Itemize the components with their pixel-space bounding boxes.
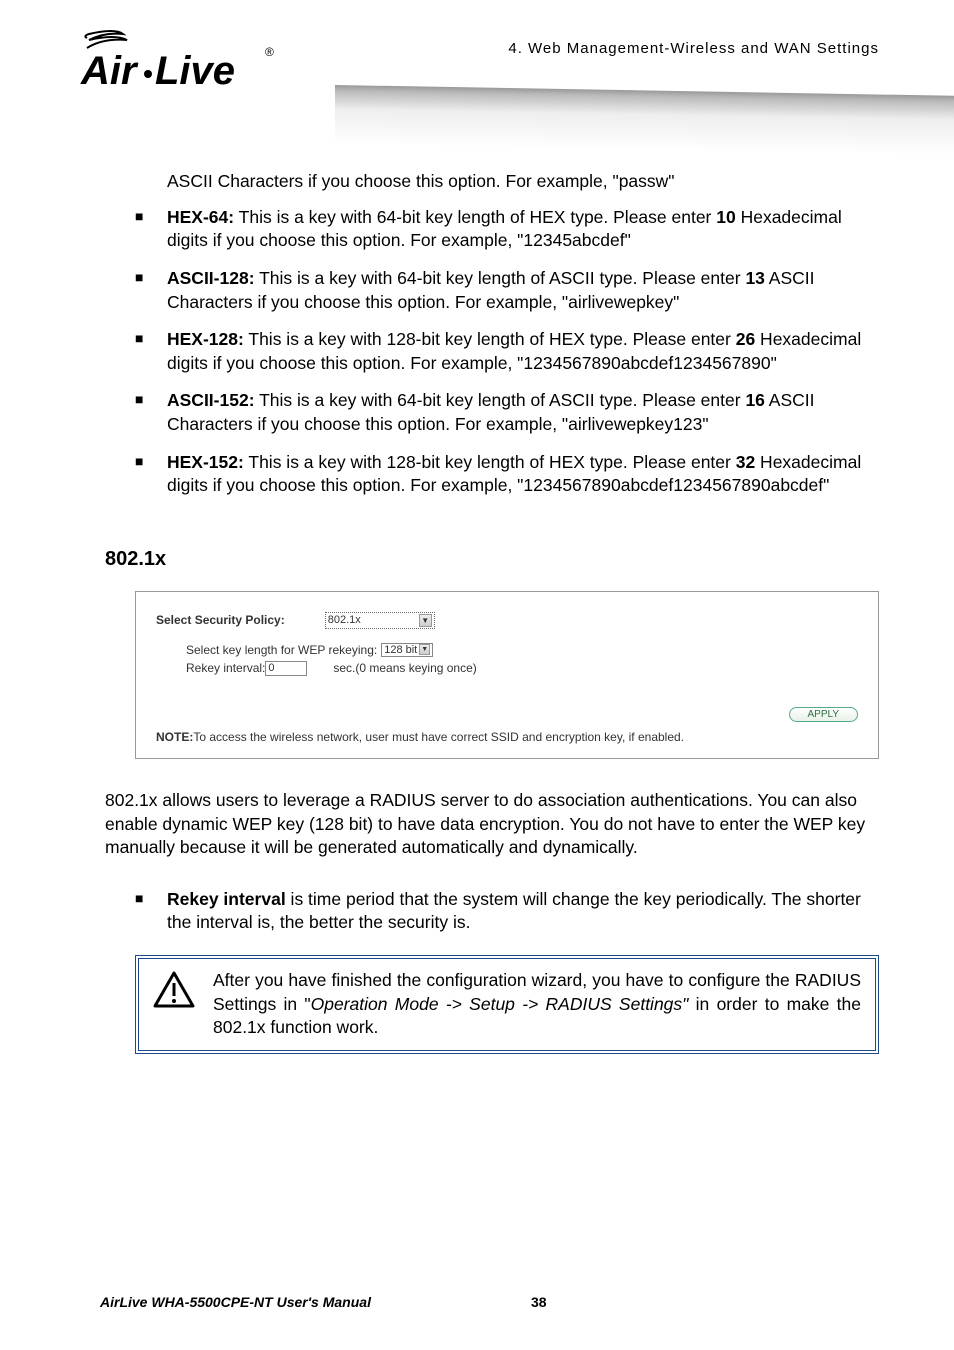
bullet-item: ■ASCII-128: This is a key with 64-bit ke… — [135, 267, 879, 314]
page-header: Air Live ® 4. Web Management-Wireless an… — [75, 30, 879, 130]
bullet-count-value: 10 — [716, 207, 735, 227]
bullet-key-label: HEX-152: — [167, 452, 244, 472]
rekey-label: Rekey interval: — [186, 661, 265, 675]
header-divider-gradient — [335, 85, 954, 156]
apply-button[interactable]: APPLY — [789, 707, 859, 722]
bullet-square-icon: ■ — [135, 328, 167, 375]
warning-icon — [153, 969, 213, 1014]
callout-warning-box: After you have finished the configuratio… — [135, 955, 879, 1054]
bullet-text-before: This is a key with 128-bit key length of… — [244, 452, 736, 472]
callout-italic-text: Operation Mode -> Setup -> RADIUS Settin… — [311, 994, 689, 1014]
rekey-interval-input[interactable]: 0 — [265, 661, 307, 676]
bullet-body-text: HEX-64: This is a key with 64-bit key le… — [167, 206, 879, 253]
bullet-body-text: HEX-128: This is a key with 128-bit key … — [167, 328, 879, 375]
bullet-square-icon: ■ — [135, 451, 167, 498]
bullet-item: ■HEX-64: This is a key with 64-bit key l… — [135, 206, 879, 253]
airlive-logo: Air Live ® — [75, 30, 285, 101]
bullet-key-label: HEX-128: — [167, 329, 244, 349]
security-policy-label: Select Security Policy: — [156, 613, 285, 627]
page-footer: AirLive WHA-5500CPE-NT User's Manual 38 — [100, 1294, 854, 1310]
footer-page-number: 38 — [531, 1294, 547, 1310]
bullet-square-icon: ■ — [135, 267, 167, 314]
note-text: To access the wireless network, user mus… — [193, 730, 684, 744]
note-bold-label: NOTE: — [156, 730, 193, 744]
bullet-rekey-interval: ■ Rekey interval is time period that the… — [135, 888, 879, 935]
bullet-text-before: This is a key with 64-bit key length of … — [234, 207, 716, 227]
bullet-text-before: This is a key with 64-bit key length of … — [255, 390, 746, 410]
intro-continuation-text: ASCII Characters if you choose this opti… — [167, 170, 879, 194]
bullet-square-icon: ■ — [135, 888, 167, 935]
security-policy-screenshot: Select Security Policy: 802.1x ▼ Select … — [135, 591, 879, 759]
bullet-square-icon: ■ — [135, 206, 167, 253]
bullet-key-label: ASCII-128: — [167, 268, 255, 288]
paragraph-8021x-description: 802.1x allows users to leverage a RADIUS… — [105, 789, 879, 860]
footer-manual-title: AirLive WHA-5500CPE-NT User's Manual — [100, 1294, 371, 1310]
bullet-item: ■ASCII-152: This is a key with 64-bit ke… — [135, 389, 879, 436]
section-heading-8021x: 802.1x — [105, 548, 879, 571]
bullet-text-before: This is a key with 64-bit key length of … — [255, 268, 746, 288]
keylen-label: Select key length for WEP rekeying: — [186, 643, 377, 657]
keylen-value: 128 bit — [384, 644, 417, 656]
security-policy-value: 802.1x — [328, 614, 361, 626]
bullet-square-icon: ■ — [135, 389, 167, 436]
keylen-select[interactable]: 128 bit ▼ — [381, 643, 433, 657]
dropdown-arrow-icon: ▼ — [419, 644, 430, 655]
bullet-text-before: This is a key with 128-bit key length of… — [244, 329, 736, 349]
bullet-key-label: ASCII-152: — [167, 390, 255, 410]
rekey-interval-label: Rekey interval — [167, 889, 286, 909]
page-content: ASCII Characters if you choose this opti… — [75, 170, 879, 1054]
bullet-count-value: 32 — [736, 452, 755, 472]
bullet-item: ■HEX-152: This is a key with 128-bit key… — [135, 451, 879, 498]
bullet-count-value: 13 — [745, 268, 764, 288]
security-policy-select[interactable]: 802.1x ▼ — [325, 612, 435, 629]
bullet-key-label: HEX-64: — [167, 207, 234, 227]
dropdown-arrow-icon: ▼ — [419, 614, 432, 627]
header-section-label: 4. Web Management-Wireless and WAN Setti… — [508, 40, 879, 57]
svg-text:Air: Air — [80, 49, 139, 93]
bullet-body-text: ASCII-152: This is a key with 64-bit key… — [167, 389, 879, 436]
svg-text:Live: Live — [155, 49, 235, 93]
bullet-body-text: HEX-152: This is a key with 128-bit key … — [167, 451, 879, 498]
bullet-count-value: 16 — [745, 390, 764, 410]
rekey-suffix-text: sec.(0 means keying once) — [333, 661, 476, 675]
svg-text:®: ® — [265, 45, 274, 59]
bullet-body-text: ASCII-128: This is a key with 64-bit key… — [167, 267, 879, 314]
bullet-item: ■HEX-128: This is a key with 128-bit key… — [135, 328, 879, 375]
screenshot-note: NOTE:To access the wireless network, use… — [156, 730, 858, 744]
bullet-count-value: 26 — [736, 329, 755, 349]
